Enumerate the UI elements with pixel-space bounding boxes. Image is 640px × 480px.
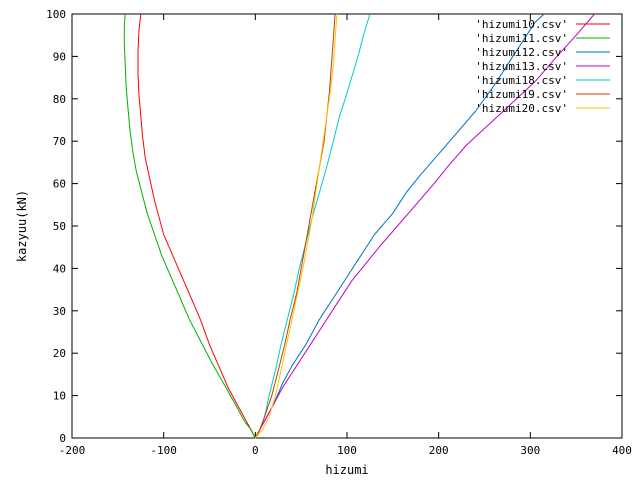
x-tick-label: 0	[252, 444, 259, 457]
x-tick-label: 200	[429, 444, 449, 457]
legend-label: 'hizumi20.csv'	[475, 102, 568, 115]
y-tick-label: 70	[53, 135, 66, 148]
legend-label: 'hizumi18.csv'	[475, 74, 568, 87]
series-line	[123, 13, 256, 439]
series-line	[254, 13, 371, 439]
series-line	[254, 13, 595, 439]
axis-ticks: -200 -100 0 100 200 300 400 0 10 20 30 40 50 60 70 80 90…	[46, 8, 632, 457]
y-tick-label: 0	[59, 432, 66, 445]
series-layer	[123, 13, 595, 439]
x-tick-label: 300	[520, 444, 540, 457]
x-tick-label: 400	[612, 444, 632, 457]
legend-label: 'hizumi11.csv'	[475, 32, 568, 45]
x-tick-label: 100	[337, 444, 357, 457]
x-tick-label: -200	[59, 444, 86, 457]
legend-label: 'hizumi13.csv'	[475, 60, 568, 73]
legend-label: 'hizumi12.csv'	[475, 46, 568, 59]
y-tick-label: 10	[53, 390, 66, 403]
y-axis-label: kazyuu(kN)	[15, 190, 29, 262]
series-line	[254, 13, 545, 439]
y-tick-label: 80	[53, 93, 66, 106]
legend-label: 'hizumi10.csv'	[475, 18, 568, 31]
series-line	[137, 13, 256, 439]
legend: 'hizumi10.csv''hizumi11.csv''hizumi12.cs…	[475, 18, 610, 115]
y-tick-label: 30	[53, 305, 66, 318]
y-tick-label: 60	[53, 178, 66, 191]
y-tick-label: 100	[46, 8, 66, 21]
legend-label: 'hizumi19.csv'	[475, 88, 568, 101]
y-tick-label: 50	[53, 220, 66, 233]
y-tick-label: 90	[53, 50, 66, 63]
y-tick-label: 20	[53, 347, 66, 360]
x-axis-label: hizumi	[325, 463, 368, 477]
series-line	[254, 13, 336, 439]
x-tick-label: -100	[150, 444, 177, 457]
y-tick-label: 40	[53, 262, 66, 275]
series-line	[254, 13, 338, 439]
